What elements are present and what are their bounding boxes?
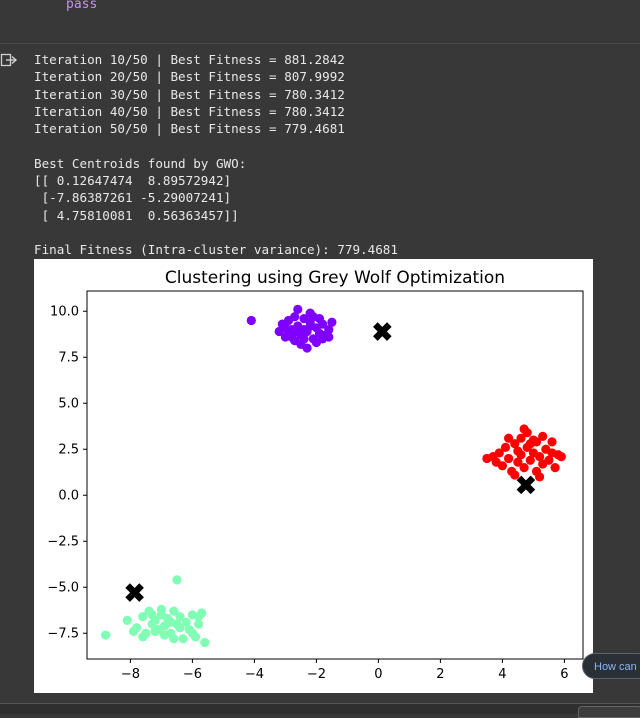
data-point [169, 606, 179, 616]
centroid-marker [516, 475, 536, 495]
stdout-line: Iteration 10/50 | Best Fitness = 881.284… [34, 52, 345, 67]
data-point [187, 628, 197, 638]
y-tick-label: 0.0 [58, 489, 79, 504]
data-point [504, 453, 514, 464]
data-point [504, 433, 514, 443]
x-tick-label: −8 [121, 667, 140, 682]
y-tick-label: 5.0 [58, 397, 79, 412]
data-point [290, 312, 300, 322]
y-tick-label: −7.5 [47, 627, 79, 642]
bottom-bar [0, 703, 640, 718]
data-point [287, 332, 297, 342]
data-point [556, 452, 566, 462]
data-point [535, 472, 545, 482]
stdout-line: [[ 0.12647474 8.89572942] [34, 173, 232, 189]
scatter-plot: Clustering using Grey Wolf Optimization … [34, 259, 593, 693]
x-tick-label: 4 [498, 667, 506, 682]
x-tick-label: 0 [374, 667, 382, 682]
data-point [169, 634, 179, 644]
y-tick-label: −5.0 [47, 581, 79, 596]
data-point [147, 610, 157, 620]
x-tick-label: −2 [307, 667, 326, 682]
data-point [159, 630, 170, 640]
data-point [494, 448, 504, 458]
data-point [516, 433, 526, 443]
data-point [128, 626, 139, 636]
chart-title: Clustering using Grey Wolf Optimization [165, 268, 505, 288]
stdout-line: Iteration 50/50 | Best Fitness = 779.468… [34, 121, 345, 137]
data-point [550, 463, 560, 473]
data-point [138, 612, 148, 622]
stdout-line: [ 4.75810081 0.56363457]] [34, 207, 239, 223]
data-point [513, 457, 523, 467]
data-point [305, 321, 315, 331]
x-tick-label: 6 [560, 667, 568, 682]
data-point [327, 317, 337, 327]
x-tick-label: −6 [183, 667, 202, 682]
stdout-line: Iteration 30/50 | Best Fitness = 780.341… [34, 86, 345, 102]
data-point [547, 448, 557, 458]
data-point [101, 630, 111, 640]
data-point [525, 455, 535, 465]
data-point [138, 632, 148, 642]
data-point [122, 615, 132, 625]
data-point [150, 626, 160, 636]
data-point [324, 332, 334, 342]
x-tick-label: 2 [436, 667, 444, 682]
data-point [538, 431, 548, 441]
stdout-line: Final Fitness (Intra-cluster variance): … [34, 242, 398, 258]
data-point [500, 442, 511, 452]
data-point [491, 457, 501, 467]
data-point [280, 323, 290, 333]
stdout-line: [-7.86387261 -5.29007241] [34, 190, 232, 206]
data-point [547, 437, 557, 447]
y-tick-label: 7.5 [58, 351, 79, 366]
data-point [324, 325, 334, 335]
axes-frame [86, 290, 584, 660]
help-chip[interactable]: How can [582, 653, 640, 679]
data-point [194, 619, 204, 629]
data-point [200, 637, 210, 648]
data-point [175, 612, 185, 622]
data-point [181, 617, 191, 627]
x-tick-label: −4 [245, 667, 264, 682]
data-point [519, 463, 529, 473]
centroid-marker [125, 583, 144, 602]
code-line: pass [66, 0, 98, 12]
y-tick-label: 2.5 [58, 443, 79, 458]
data-point [525, 439, 535, 449]
centroid-marker [373, 322, 392, 341]
data-point [293, 304, 303, 314]
data-point [299, 334, 309, 344]
data-point [166, 617, 176, 627]
data-point [308, 312, 318, 322]
data-point [510, 470, 520, 480]
data-point [544, 455, 554, 465]
stdout-text: Iteration 10/50 | Best Fitness = 881.284… [34, 51, 398, 259]
y-tick-label: −2.5 [47, 535, 79, 550]
y-tick-label: 10.0 [50, 305, 79, 320]
data-point [293, 326, 303, 337]
data-point [178, 634, 188, 644]
data-point [510, 439, 520, 449]
data-point [175, 623, 185, 633]
output-toggle-icon[interactable] [0, 52, 20, 68]
stdout-line: Iteration 20/50 | Best Fitness = 807.999… [34, 69, 345, 85]
data-point [246, 315, 256, 326]
data-point [513, 446, 523, 456]
stdout-line: Iteration 40/50 | Best Fitness = 780.341… [34, 103, 345, 119]
bottom-tab[interactable] [578, 706, 640, 718]
stdout-line: Best Centroids found by GWO: [34, 155, 247, 171]
data-point [535, 452, 545, 462]
data-point [302, 343, 312, 353]
data-point [194, 612, 204, 622]
data-point [156, 604, 166, 614]
chart-svg: Clustering using Grey Wolf Optimization … [47, 268, 584, 682]
data-point [519, 424, 529, 434]
code-cell-tail[interactable]: pass [0, 0, 640, 44]
data-point [172, 575, 182, 585]
